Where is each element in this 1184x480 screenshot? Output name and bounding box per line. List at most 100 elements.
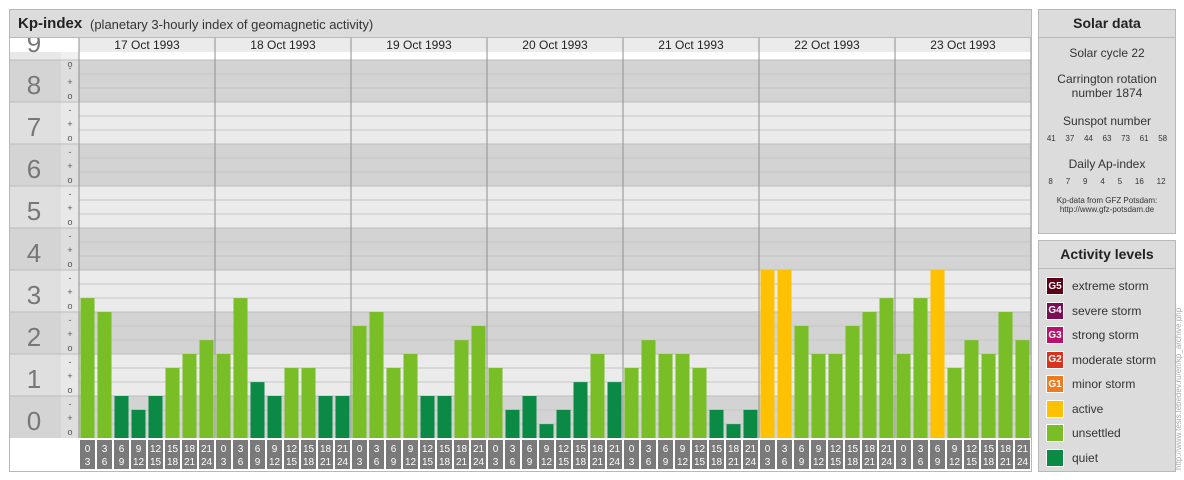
- interval-box: [352, 440, 367, 469]
- interval-box: [896, 440, 911, 469]
- interval-box: [556, 440, 571, 469]
- interval-box: [930, 440, 945, 469]
- activity-levels-list: G5 extreme storm G4 severe storm G3 strong st…: [1039, 269, 1175, 470]
- ap-value: 12: [1156, 177, 1166, 186]
- interval-box: [692, 440, 707, 469]
- interval-box: [420, 440, 435, 469]
- interval-start-label: 0: [629, 444, 635, 455]
- ap-value: 8: [1048, 177, 1053, 186]
- interval-box: [573, 440, 588, 469]
- interval-end-label: 3: [357, 457, 363, 468]
- interval-box: [981, 440, 996, 469]
- kp-level-band: [10, 186, 1031, 228]
- interval-end-label: 18: [439, 457, 451, 468]
- interval-end-label: 15: [830, 457, 842, 468]
- interval-box: [624, 440, 639, 469]
- interval-end-label: 12: [133, 457, 145, 468]
- kp-minor-mark: o: [67, 301, 72, 311]
- kp-level-label: 5: [27, 196, 41, 226]
- sunspot-value: 58: [1158, 134, 1168, 143]
- kp-minor-mark: o: [67, 259, 72, 269]
- kp-bar: [709, 409, 724, 438]
- activity-level-row: quiet: [1039, 446, 1175, 471]
- kp-level-label: 4: [27, 238, 41, 268]
- sunspot-value: 44: [1083, 134, 1093, 143]
- activity-level-row: G3 strong storm: [1039, 323, 1175, 348]
- activity-level-row: G4 severe storm: [1039, 299, 1175, 324]
- interval-box: [811, 440, 826, 469]
- kp-bar: [403, 354, 418, 438]
- interval-start-label: 21: [201, 444, 213, 455]
- kp-bar: [437, 396, 452, 438]
- interval-start-label: 15: [439, 444, 451, 455]
- kp-minor-mark: +: [67, 245, 72, 255]
- interval-start-label: 21: [1017, 444, 1029, 455]
- activity-level-label: extreme storm: [1072, 279, 1149, 294]
- interval-box: [403, 440, 418, 469]
- interval-end-label: 15: [286, 457, 298, 468]
- interval-box: [284, 440, 299, 469]
- interval-start-label: 12: [422, 444, 434, 455]
- interval-box: [913, 440, 928, 469]
- activity-level-swatch: G4: [1046, 301, 1064, 320]
- interval-start-label: 0: [493, 444, 499, 455]
- interval-box: [454, 440, 469, 469]
- interval-end-label: 18: [847, 457, 859, 468]
- interval-box: [726, 440, 741, 469]
- kp-bar: [556, 409, 571, 438]
- sunspot-heading: Sunspot number: [1062, 114, 1152, 128]
- carrington-rotation: Carrington rotation number 1874: [1057, 72, 1157, 100]
- kp-bar: [573, 382, 588, 438]
- kp-level-label: 3: [27, 280, 41, 310]
- interval-box: [709, 440, 724, 469]
- ap-value: 7: [1065, 177, 1071, 186]
- kp-level-band: [10, 102, 1031, 144]
- kp-bar: [845, 325, 860, 438]
- kp-bar: [420, 396, 435, 438]
- y-label-column: [10, 52, 61, 438]
- interval-end-label: 3: [493, 457, 499, 468]
- interval-box: [743, 440, 758, 469]
- kp-bar: [454, 340, 469, 438]
- kp-minor-mark: -: [69, 147, 72, 157]
- kp-bar: [658, 354, 673, 438]
- kp-minor-mark: o: [67, 343, 72, 353]
- interval-end-label: 12: [677, 457, 689, 468]
- interval-box: [97, 440, 112, 469]
- interval-start-label: 9: [544, 444, 550, 455]
- interval-start-label: 3: [102, 444, 108, 455]
- kp-minor-mark: +: [67, 161, 72, 171]
- title-bar: Kp-index (planetary 3-hourly index of ge…: [10, 10, 1031, 38]
- interval-box: [301, 440, 316, 469]
- chart-title: Kp-index: [18, 15, 83, 32]
- kp-minor-mark: o: [67, 427, 72, 437]
- kp-bar: [998, 312, 1013, 438]
- interval-end-label: 21: [864, 457, 876, 468]
- kp-bar: [828, 354, 843, 438]
- kp-minor-mark: +: [67, 413, 72, 423]
- interval-end-label: 24: [473, 457, 485, 468]
- interval-end-label: 12: [269, 457, 281, 468]
- kp-level-label: 7: [27, 112, 41, 142]
- kp-bar: [675, 354, 690, 438]
- ap-value: 5: [1117, 177, 1123, 186]
- interval-start-label: 15: [575, 444, 587, 455]
- kp-minor-mark: -: [69, 357, 72, 367]
- kp-minor-mark: o: [67, 59, 72, 69]
- kp-level-label: 0: [27, 406, 41, 436]
- kp-bar: [233, 298, 248, 438]
- interval-start-label: 9: [952, 444, 958, 455]
- kp-minor-mark: o: [67, 133, 72, 143]
- interval-box: [80, 440, 95, 469]
- kp-minor-mark: -: [69, 105, 72, 115]
- kp-bar: [539, 424, 554, 438]
- kp-bar: [369, 312, 384, 438]
- kp-bar: [471, 325, 486, 438]
- kp-minor-mark: -: [69, 231, 72, 241]
- interval-end-label: 3: [629, 457, 635, 468]
- interval-start-label: 21: [881, 444, 893, 455]
- sunspot-value: 37: [1065, 134, 1075, 143]
- interval-box: [182, 440, 197, 469]
- credit-line-2: http://www.gfz-potsdam.de: [1059, 205, 1155, 214]
- interval-box: [607, 440, 622, 469]
